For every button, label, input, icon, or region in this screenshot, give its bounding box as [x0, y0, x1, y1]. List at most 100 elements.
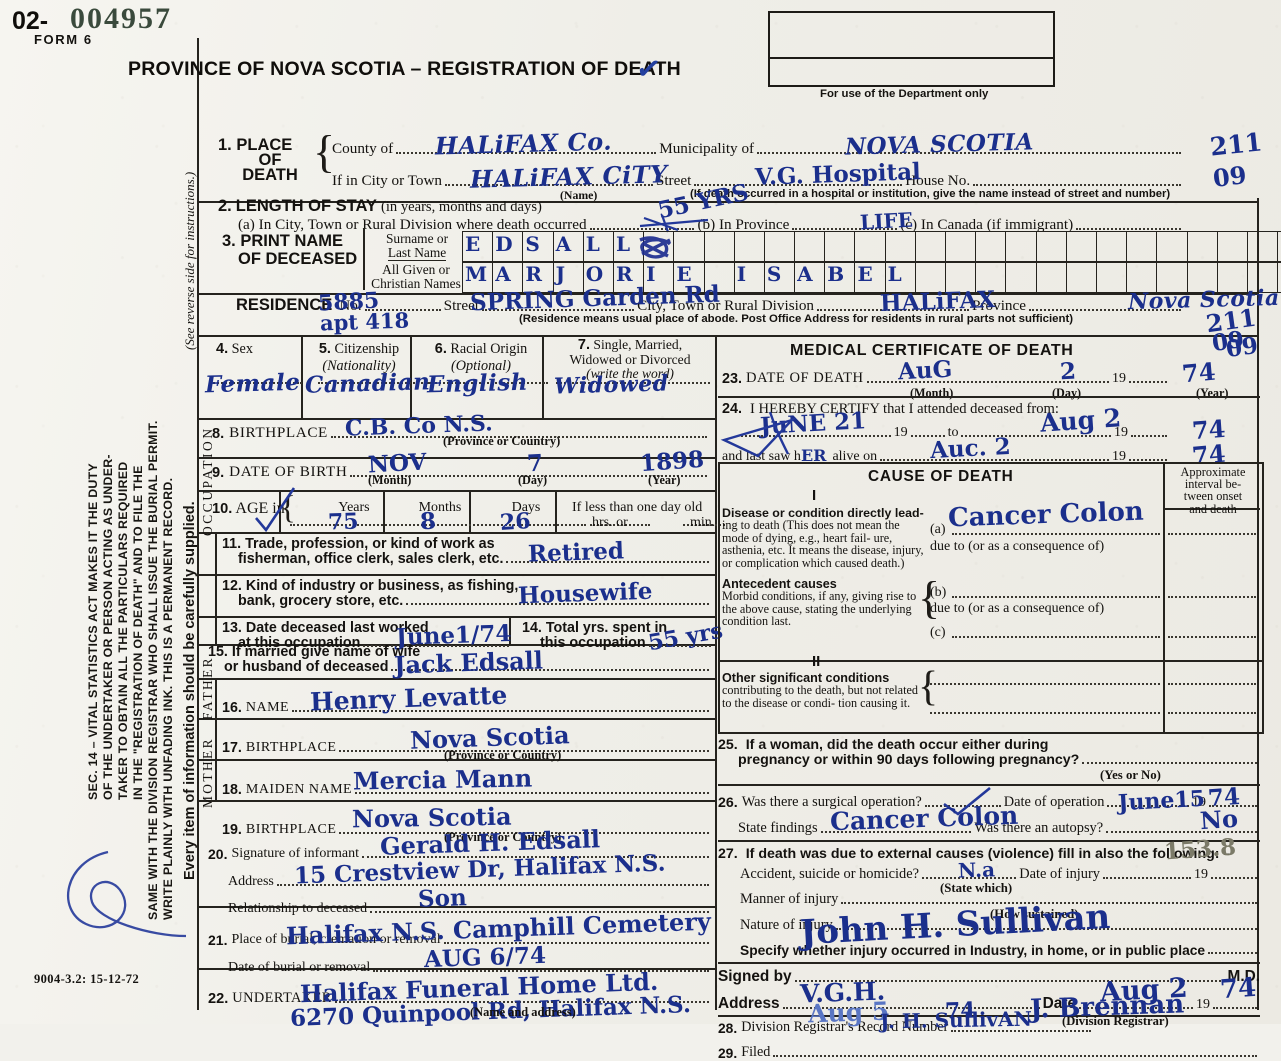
item21-date-label: Date of burial or removal	[228, 960, 371, 975]
name-cell: I	[644, 262, 675, 292]
given-label-1: All Given or	[382, 262, 450, 277]
cause-other-interval-rule-1	[1168, 683, 1256, 685]
cause-b-rule	[952, 596, 1160, 598]
page-title: PROVINCE OF NOVA SCOTIA – REGISTRATION O…	[128, 58, 681, 80]
item23-year-sub: (Year)	[1196, 386, 1229, 400]
name-cell: A	[554, 232, 584, 262]
name-cell	[795, 232, 826, 262]
item7-label-1: Single, Married,	[593, 337, 683, 352]
item3-label-1: PRINT NAME	[240, 232, 344, 250]
name-cell: I	[735, 262, 765, 292]
frame-right-border	[1257, 198, 1260, 1010]
informant-flourish	[66, 850, 187, 938]
item5-label: Citizenship	[334, 341, 400, 357]
item12-value: Housewife	[517, 577, 653, 610]
occupation-col-line	[215, 532, 217, 644]
name-cell	[1067, 232, 1097, 262]
item27-manner-row: Manner of injury	[740, 891, 1260, 908]
legal-line-2: OF THE UNDERTAKER OR PERSON ACTING AS UN…	[101, 454, 115, 800]
signed-address-row: Address Date 19	[718, 995, 1260, 1013]
item24-signature-flourish	[720, 411, 796, 458]
cause-part1-bold: Disease or condition directly lead-	[722, 506, 924, 520]
item23-day-value: 2	[1059, 357, 1077, 386]
name-cell-char: R	[525, 262, 542, 286]
cause-other-r1: related to the disease or condi-	[722, 683, 918, 710]
name-cell	[1157, 232, 1188, 262]
interval-header-4: and death	[1189, 501, 1237, 516]
item27-label: If death was due to external causes (vio…	[745, 846, 1232, 862]
occupation-band-label: OCCUPATION	[200, 426, 215, 536]
cause-part1-r0: ing to death (This does not mean	[722, 518, 882, 533]
item13-number: 13.	[222, 620, 242, 636]
name-cell: L	[886, 262, 916, 292]
name-note: (Name)	[560, 188, 598, 202]
father-band-label: FATHER	[200, 656, 215, 720]
sep-item12	[197, 574, 715, 576]
residence-row: RESIDENCE No. Street City, Town or Rural…	[236, 296, 1184, 315]
municipality-value: NOVA SCOTIA	[844, 128, 1035, 161]
item12-number: 12.	[222, 578, 242, 594]
item27-accident-label: Accident, suicide or homicide?	[740, 866, 920, 882]
item1-label-block: 1. PLACE OF DEATH	[218, 137, 309, 184]
name-cell	[644, 232, 675, 262]
item9-day-sub: (Day)	[518, 473, 548, 487]
name-cell: E	[674, 262, 705, 292]
item10-hrs-label: hrs. or	[592, 515, 628, 530]
item19-number: 19.	[222, 822, 242, 838]
item23-year-prefix: 19	[1112, 371, 1126, 386]
item1-margin-code-1: 211	[1208, 127, 1264, 162]
item1-city-row: If in City or Town Street House No.	[332, 172, 1184, 190]
item27-manner-sub: (How sustained)	[990, 907, 1079, 921]
cause-other-r0: contributing to the death, but not	[722, 683, 882, 698]
name-cell	[946, 262, 977, 292]
item9-row: 9. DATE OF BIRTH	[212, 463, 710, 481]
item27-margin-code: 153.8	[1163, 833, 1237, 866]
sep-item27	[718, 840, 1260, 842]
interval-header: Approximate interval be- tween onset and…	[1167, 466, 1259, 515]
item23-number: 23.	[722, 371, 743, 387]
item14-label-2: this occupation	[540, 635, 646, 651]
item29-label: Filed	[741, 1044, 771, 1060]
item10-months-value: 8	[419, 507, 437, 536]
item9-year-sub: (Year)	[648, 473, 681, 487]
surname-label-1: Surname or	[385, 231, 449, 246]
item29-typed-name: J. H. SullivAN	[879, 1006, 1033, 1034]
item15-number: 15.	[208, 644, 228, 660]
item26-autopsy-value: No	[1199, 803, 1239, 836]
signed-address-label: Address	[718, 995, 780, 1012]
age-div-3	[555, 490, 557, 532]
item12-label-1: Kind of industry or business, as fishing…	[245, 578, 519, 594]
item18-number: 18.	[222, 782, 242, 798]
street-label: Street	[655, 172, 692, 189]
item27-accident-value: N.a	[957, 857, 996, 883]
document-page	[0, 0, 1281, 1024]
registration-number: 004957	[70, 2, 172, 35]
item17-row: 17. BIRTHPLACE	[222, 740, 712, 756]
item23-month-sub: (Month)	[910, 386, 954, 400]
item3-label-block: 3. PRINT NAME OF DECEASED	[222, 232, 357, 268]
item29-number: 29.	[718, 1046, 738, 1061]
item24-number: 24.	[722, 401, 743, 417]
item6-sub: (Optional)	[451, 358, 511, 374]
item4-header: 4. Sex	[208, 341, 308, 358]
item4-rule	[210, 382, 302, 384]
item7-header: 7. Single, Married, Widowed or Divorced …	[548, 337, 712, 382]
sep-dob-top	[197, 457, 715, 459]
name-cell-char: J	[555, 262, 566, 286]
legal-line-4: IN THE "REGISTRATION OF DEATH" AND TO FI…	[131, 465, 145, 800]
item10-brace: {	[280, 490, 296, 526]
item19-label: BIRTHPLACE	[245, 822, 337, 837]
street-value: V.G. Hospital	[754, 158, 922, 191]
item11-label-1: Trade, profession, or kind of work as	[245, 536, 495, 552]
residence-apt-value: apt 418	[319, 307, 410, 336]
cause-other-text: Other significant conditions contributin…	[722, 671, 924, 710]
item23-row: 23. DATE OF DEATH 19	[722, 370, 1170, 387]
item16-row: 16. NAME	[222, 700, 712, 716]
item11-label-2: fisherman, office clerk, sales clerk, et…	[238, 551, 504, 567]
cause-part1-text: Disease or condition directly lead- ing …	[722, 507, 928, 569]
name-cell-char: R	[615, 262, 633, 286]
item26-row: 26. Was there a surgical operation? Date…	[718, 794, 1260, 811]
item22-sub: (Name and address)	[470, 1005, 576, 1019]
demo-div-3	[542, 335, 544, 418]
